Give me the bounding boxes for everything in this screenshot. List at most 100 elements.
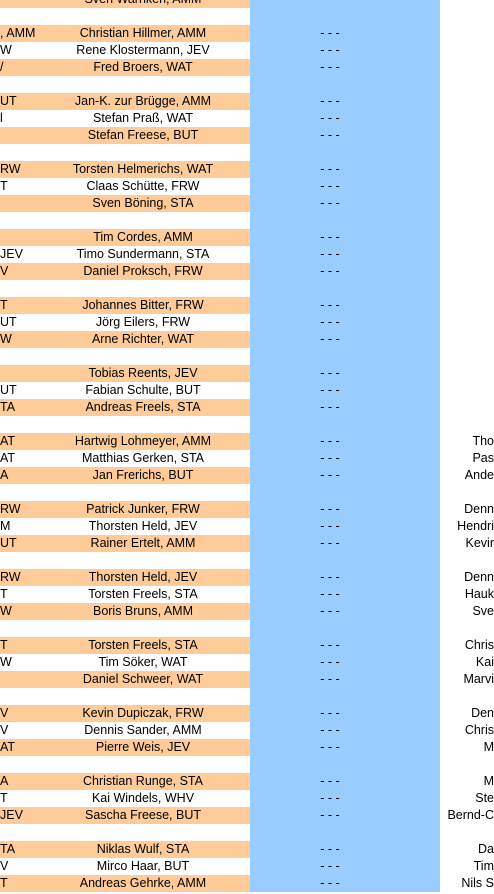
left-cell: AT	[0, 433, 36, 450]
name-cell: Jan Frerichs, BUT	[36, 467, 250, 484]
spacer-cell	[250, 756, 440, 773]
name-cell: Thorsten Held, JEV	[36, 569, 250, 586]
table-row: UT Fabian Schulte, BUT - - -	[0, 382, 494, 399]
spacer-row	[0, 484, 494, 501]
spacer-cell	[0, 620, 36, 637]
spacer-cell	[0, 552, 36, 569]
result-cell: - - -	[250, 161, 440, 178]
spacer-cell	[0, 348, 36, 365]
right-cell: Sve	[440, 603, 494, 620]
right-cell	[440, 25, 494, 42]
left-cell: T	[0, 875, 36, 892]
spacer-row	[0, 144, 494, 161]
right-cell	[440, 331, 494, 348]
left-cell: TA	[0, 399, 36, 416]
name-cell: Timo Sundermann, STA	[36, 246, 250, 263]
result-cell: - - -	[250, 42, 440, 59]
result-cell: - - -	[250, 671, 440, 688]
name-cell: Pierre Weis, JEV	[36, 739, 250, 756]
result-cell: - - -	[250, 773, 440, 790]
table-row: W Tim Söker, WAT - - - Kai	[0, 654, 494, 671]
spacer-cell	[440, 212, 494, 229]
name-cell: Sven Warnken, AMM	[36, 0, 250, 8]
table-row: T Torsten Freels, STA - - - Chris	[0, 637, 494, 654]
spacer-cell	[250, 620, 440, 637]
result-cell: - - -	[250, 127, 440, 144]
result-cell: - - -	[250, 110, 440, 127]
table-row: W Rene Klostermann, JEV - - -	[0, 42, 494, 59]
right-cell	[440, 399, 494, 416]
right-cell: Tim	[440, 858, 494, 875]
result-cell: - - -	[250, 25, 440, 42]
spacer-cell	[440, 8, 494, 25]
spacer-cell	[0, 756, 36, 773]
left-cell: T	[0, 178, 36, 195]
result-cell: - - -	[250, 263, 440, 280]
left-cell: UT	[0, 382, 36, 399]
right-cell	[440, 263, 494, 280]
left-cell: , AMM	[0, 25, 36, 42]
table-row: RW Thorsten Held, JEV - - - Denn	[0, 569, 494, 586]
table-row: T Torsten Freels, STA - - - Hauk	[0, 586, 494, 603]
spacer-cell	[0, 280, 36, 297]
spacer-row	[0, 280, 494, 297]
name-cell: Tim Cordes, AMM	[36, 229, 250, 246]
name-cell: Torsten Freels, STA	[36, 586, 250, 603]
table-row: RW Torsten Helmerichs, WAT - - -	[0, 161, 494, 178]
name-cell: Tim Söker, WAT	[36, 654, 250, 671]
spacer-row	[0, 416, 494, 433]
table-row: UT Jörg Eilers, FRW - - -	[0, 314, 494, 331]
left-cell: A	[0, 773, 36, 790]
result-cell: - - -	[250, 467, 440, 484]
spacer-cell	[0, 416, 36, 433]
name-cell: Mirco Haar, BUT	[36, 858, 250, 875]
left-cell: AT	[0, 450, 36, 467]
spacer-row	[0, 688, 494, 705]
right-cell	[440, 195, 494, 212]
table-row: T Claas Schütte, FRW - - -	[0, 178, 494, 195]
table-row: Daniel Schweer, WAT - - - Marvi	[0, 671, 494, 688]
right-cell: Kai	[440, 654, 494, 671]
result-cell: - - -	[250, 875, 440, 892]
left-cell: AT	[0, 739, 36, 756]
result-cell: - - -	[250, 195, 440, 212]
result-cell: - - -	[250, 705, 440, 722]
spacer-cell	[440, 756, 494, 773]
name-cell: Fred Broers, WAT	[36, 59, 250, 76]
spacer-cell	[36, 348, 250, 365]
name-cell: Patrick Junker, FRW	[36, 501, 250, 518]
left-cell: W	[0, 603, 36, 620]
result-cell: - - -	[250, 0, 440, 8]
result-cell: - - -	[250, 246, 440, 263]
right-cell: Ste	[440, 790, 494, 807]
result-cell: - - -	[250, 569, 440, 586]
spacer-row	[0, 756, 494, 773]
result-cell: - - -	[250, 297, 440, 314]
result-cell: - - -	[250, 603, 440, 620]
right-cell: Da	[440, 841, 494, 858]
spacer-cell	[36, 552, 250, 569]
name-cell: Andreas Freels, STA	[36, 399, 250, 416]
table-row: , AMM Christian Hillmer, AMM - - -	[0, 25, 494, 42]
left-cell: M	[0, 518, 36, 535]
spacer-cell	[250, 416, 440, 433]
spacer-cell	[36, 280, 250, 297]
right-cell: Marvi	[440, 671, 494, 688]
right-cell	[440, 127, 494, 144]
name-cell: Hartwig Lohmeyer, AMM	[36, 433, 250, 450]
left-cell	[0, 195, 36, 212]
spacer-cell	[36, 688, 250, 705]
table-row: AT Hartwig Lohmeyer, AMM - - - Tho	[0, 433, 494, 450]
left-cell: V	[0, 705, 36, 722]
name-cell: Torsten Freels, STA	[36, 637, 250, 654]
left-cell: V	[0, 722, 36, 739]
left-cell: UT	[0, 93, 36, 110]
spacer-row	[0, 212, 494, 229]
spacer-cell	[0, 8, 36, 25]
right-cell: Den	[440, 705, 494, 722]
left-cell: RW	[0, 501, 36, 518]
table-row: T Johannes Bitter, FRW - - -	[0, 297, 494, 314]
left-cell: W	[0, 42, 36, 59]
left-cell: V	[0, 263, 36, 280]
right-cell: Tho	[440, 433, 494, 450]
